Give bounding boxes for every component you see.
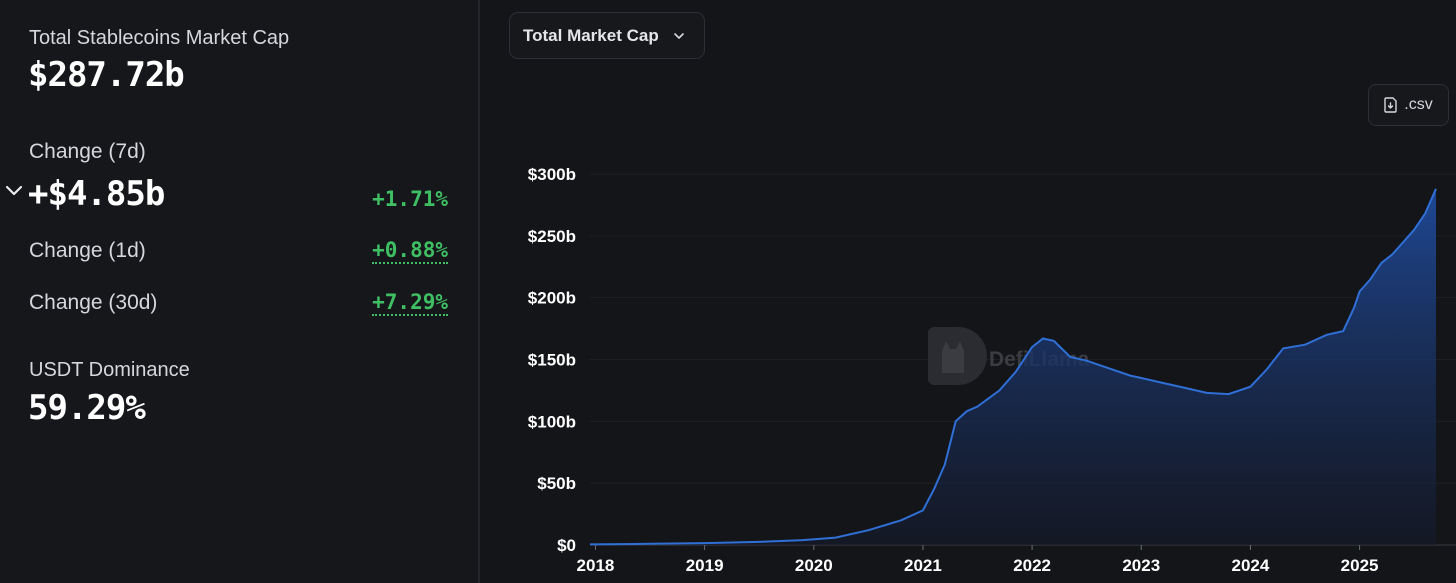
y-tick-label: $300b <box>528 165 576 184</box>
x-tick-label: 2018 <box>577 556 615 575</box>
y-tick-label: $200b <box>528 289 576 308</box>
change-1d-percent[interactable]: +0.88% <box>372 238 448 264</box>
x-tick-label: 2025 <box>1341 556 1379 575</box>
csv-label: .csv <box>1404 96 1433 113</box>
chevron-down-icon <box>673 32 684 39</box>
x-tick-label: 2024 <box>1232 556 1270 575</box>
series-line <box>589 188 1437 546</box>
panel-divider <box>478 0 480 583</box>
x-tick-label: 2021 <box>904 556 942 575</box>
y-tick-label: $150b <box>528 351 576 370</box>
change-30d-percent[interactable]: +7.29% <box>372 290 448 316</box>
change-7d-percent: +1.71% <box>372 187 448 211</box>
change-30d-label: Change (30d) <box>29 291 158 314</box>
metric-selector[interactable]: Total Market Cap <box>509 12 705 59</box>
market-cap-chart: DefiLlama $0$50b$100b$150b$200b$250b$300… <box>528 165 1456 575</box>
chevron-down-icon[interactable] <box>4 180 24 200</box>
x-tick-label: 2019 <box>686 556 724 575</box>
x-tick-label: 2020 <box>795 556 833 575</box>
area-fill <box>590 188 1436 546</box>
usdt-dominance-value: 59.29% <box>28 388 146 428</box>
stats-panel: Total Stablecoins Market Cap $287.72b Ch… <box>0 0 478 583</box>
change-7d-label: Change (7d) <box>29 140 146 163</box>
y-tick-label: $50b <box>537 474 576 493</box>
x-tick-label: 2022 <box>1013 556 1051 575</box>
market-cap-label: Total Stablecoins Market Cap <box>29 27 290 49</box>
y-tick-label: $0 <box>557 536 576 555</box>
csv-download-button[interactable]: .csv <box>1368 84 1449 126</box>
chart-panel: DefiLlama $0$50b$100b$150b$200b$250b$300… <box>480 0 1456 583</box>
market-cap-value: $287.72b <box>28 55 185 95</box>
change-1d-label: Change (1d) <box>29 239 146 262</box>
y-tick-label: $250b <box>528 227 576 246</box>
usdt-dominance-label: USDT Dominance <box>29 359 190 381</box>
llama-logo-icon <box>928 327 987 385</box>
change-7d-value: +$4.85b <box>28 174 165 214</box>
metric-selector-label: Total Market Cap <box>523 25 659 45</box>
y-tick-label: $100b <box>528 412 576 431</box>
download-file-icon <box>1384 97 1397 113</box>
x-tick-label: 2023 <box>1122 556 1160 575</box>
